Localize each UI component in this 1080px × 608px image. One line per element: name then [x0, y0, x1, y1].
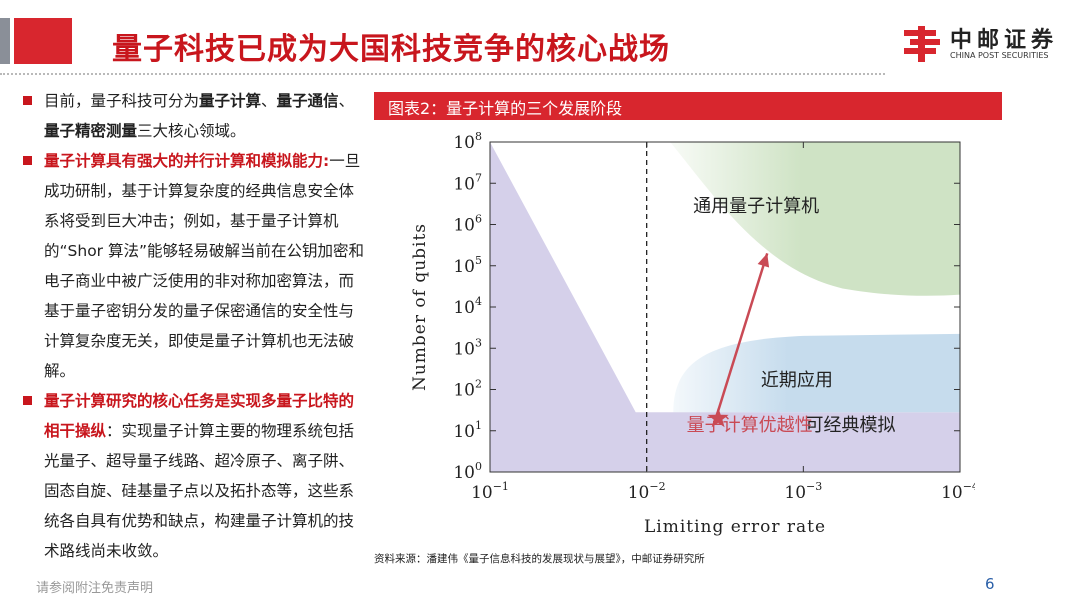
growth-arrow-line	[716, 252, 769, 412]
source-note: 资料来源：潘建伟《量子信息科技的发展现状与展望》，中邮证券研究所	[374, 553, 705, 565]
bullet-list: 目前，量子科技可分为量子计算、量子通信、量子精密测量三大核心领域。 量子计算具有强…	[20, 86, 365, 566]
page-title: 量子科技已成为大国科技竞争的核心战场	[112, 32, 670, 67]
bullet-square-icon	[23, 396, 32, 405]
region-label-near-term: 近期应用	[761, 370, 833, 391]
bullet-text: 一旦成功研制，基于计算复杂度的经典信息安全体系将受到巨大冲击；例如，基于量子计算…	[44, 152, 365, 380]
page-number: 6	[985, 575, 995, 593]
bullet-text: 三大核心领域。	[137, 122, 246, 140]
bullet-text: 量子计算具有强大的并行计算和模拟能力:	[44, 152, 330, 170]
bullet-text: 目前，量子科技可分为	[44, 92, 200, 110]
disclaimer-text: 请参阅附注免责声明	[36, 581, 154, 596]
china-post-emblem-icon	[904, 26, 940, 62]
bullet-text: 量子计算研究的核心任务是实现多量子比特的相干操纵	[44, 392, 355, 440]
bullet-text: 、	[338, 92, 355, 110]
logo-text-cn: 中邮证券	[950, 28, 1059, 53]
quantum-stages-chart: 100 101 102 103 104 105 106 107 108 10−1 10−2 10−3 1…	[410, 130, 975, 537]
bullet-text: 量子精密测量	[44, 122, 138, 140]
logo-text-en: CHINA POST SECURITIES	[950, 51, 1049, 60]
figure-title: 图表2：量子计算的三个发展阶段	[388, 99, 623, 118]
region-universal	[670, 142, 960, 296]
quantum-advantage-label: 量子计算优越性	[687, 415, 813, 436]
x-tick-label: 10−1	[471, 480, 509, 503]
x-tick-label: 10−3	[784, 480, 822, 503]
bullet-text: ：实现量子计算主要的物理系统包括光量子、超导量子线路、超冷原子、离子阱、固态自旋…	[44, 422, 355, 560]
header-divider	[0, 73, 885, 75]
y-axis-label: Number of qubits	[410, 223, 430, 391]
y-tick-label: 104	[453, 295, 482, 318]
x-tick-label: 10−4	[941, 480, 975, 503]
y-tick-label: 102	[453, 378, 482, 401]
y-tick-label: 106	[453, 213, 482, 236]
y-tick-label: 105	[453, 254, 482, 277]
quantum-advantage-star-icon	[707, 407, 729, 428]
bullet-item: 目前，量子科技可分为量子计算、量子通信、量子精密测量三大核心领域。	[20, 86, 365, 146]
y-tick-label: 100	[453, 460, 482, 483]
bullet-text: 量子通信	[276, 92, 339, 110]
figure-header: 图表2：量子计算的三个发展阶段	[374, 92, 1002, 120]
region-label-universal: 通用量子计算机	[693, 196, 819, 217]
bullet-text: 量子计算	[199, 92, 262, 110]
y-tick-label: 103	[453, 336, 482, 359]
region-classical-simulable	[490, 142, 960, 472]
x-tick-label: 10−2	[628, 480, 666, 503]
region-near-term	[673, 333, 960, 413]
bullet-text: 、	[261, 92, 277, 110]
bullet-square-icon	[23, 156, 32, 165]
y-tick-label: 101	[453, 419, 482, 442]
title-accent-gray	[0, 18, 10, 64]
bullet-item: 量子计算研究的核心任务是实现多量子比特的相干操纵：实现量子计算主要的物理系统包括…	[20, 386, 365, 566]
company-logo: 中邮证券 CHINA POST SECURITIES	[900, 22, 1070, 66]
region-label-classical: 可经典模拟	[805, 415, 895, 436]
y-tick-label: 107	[453, 171, 482, 194]
bullet-item: 量子计算具有强大的并行计算和模拟能力:一旦成功研制，基于计算复杂度的经典信息安全…	[20, 146, 365, 386]
y-tick-label: 108	[453, 130, 482, 153]
growth-arrow-head-icon	[757, 253, 770, 268]
x-axis-label: Limiting error rate	[644, 517, 826, 537]
bullet-square-icon	[23, 96, 32, 105]
title-accent-red	[14, 18, 72, 64]
